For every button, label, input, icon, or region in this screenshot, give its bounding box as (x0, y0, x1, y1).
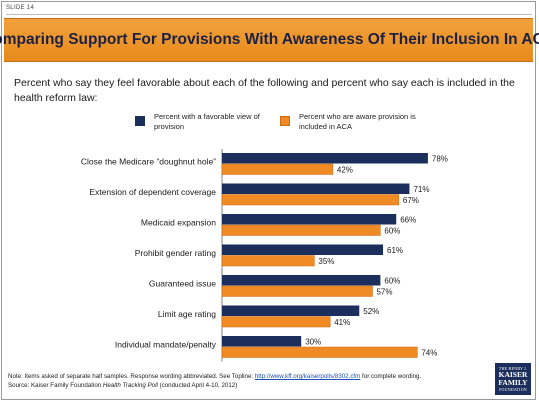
bar-aware (221, 194, 400, 206)
data-label-aware: 67% (403, 196, 419, 205)
topline-link[interactable]: http://www.kff.org/kaiserpolls/8302.cfm (254, 373, 361, 380)
legend-label-favorable: Percent with a favorable view of provisi… (154, 112, 260, 131)
bar-favorable (222, 153, 428, 164)
logo-line4: FOUNDATION (499, 387, 527, 392)
footnote-note-suffix: for complete wording. (360, 373, 422, 380)
footnote: Note: Items asked of separate half sampl… (8, 372, 478, 390)
legend-label-aware: Percent who are aware provision is inclu… (299, 112, 416, 131)
title-bar: Comparing Support For Provisions With Aw… (0, 18, 539, 62)
bar-aware (221, 224, 381, 236)
logo-line1: THE HENRY J. (498, 366, 528, 371)
footnote-note: Note: Items asked of separate half sampl… (8, 372, 478, 381)
bar-favorable (222, 244, 384, 255)
bar-aware (221, 346, 418, 358)
legend-swatch-favorable (135, 116, 145, 126)
data-label-aware: 74% (421, 349, 437, 358)
bar-aware (221, 285, 373, 297)
bar-favorable (222, 275, 381, 286)
chart-subtitle: Percent who say they feel favorable abou… (14, 77, 515, 104)
bar-favorable (222, 336, 302, 347)
data-label-aware: 57% (376, 288, 392, 297)
category-label: Guaranteed issue (149, 279, 216, 289)
footnote-source: Source: Kaiser Family Foundation Health … (8, 381, 478, 390)
bar-favorable (222, 214, 397, 225)
top-rule (6, 14, 532, 15)
data-label-favorable: 60% (384, 277, 400, 286)
data-label-favorable: 78% (432, 155, 448, 164)
bar-favorable (222, 305, 360, 316)
category-label: Prohibit gender rating (135, 248, 217, 258)
legend-swatch-aware (280, 116, 290, 126)
data-label-favorable: 52% (363, 307, 379, 316)
bar-aware (221, 316, 331, 328)
legend-item-aware: Percent who are aware provision is inclu… (280, 112, 419, 132)
data-label-aware: 60% (384, 227, 400, 236)
chart-title: Comparing Support For Provisions With Aw… (0, 31, 539, 48)
bar-aware (221, 163, 334, 175)
bar-aware (221, 255, 315, 267)
footnote-source-suffix: (conducted April 4-10, 2012) (157, 382, 238, 389)
logo-line3: FAMILY (498, 378, 528, 387)
data-label-favorable: 71% (413, 185, 429, 194)
bar-favorable (222, 183, 410, 194)
category-label: Medicaid expansion (141, 218, 216, 228)
kff-logo: THE HENRY J. KAISER FAMILY FOUNDATION (495, 363, 531, 395)
footnote-source-title: Health Tracking Poll (102, 382, 158, 389)
category-label: Close the Medicare “doughnut hole” (81, 157, 216, 167)
data-label-aware: 35% (318, 257, 334, 266)
footnote-source-prefix: Source: Kaiser Family Foundation (8, 382, 103, 389)
data-label-favorable: 61% (387, 246, 403, 255)
category-label: Extension of dependent coverage (89, 187, 216, 197)
category-label: Limit age rating (158, 309, 216, 319)
logo-line2: KAISER (498, 370, 528, 379)
data-label-favorable: 30% (305, 338, 321, 347)
data-label-favorable: 66% (400, 216, 416, 225)
legend-item-favorable: Percent with a favorable view of provisi… (135, 112, 274, 132)
data-label-aware: 41% (334, 318, 350, 327)
footnote-note-prefix: Note: Items asked of separate half sampl… (8, 373, 255, 380)
data-label-aware: 42% (337, 166, 353, 175)
slide-label: SLIDE 14 (6, 5, 35, 11)
category-label: Individual mandate/penalty (115, 340, 217, 350)
